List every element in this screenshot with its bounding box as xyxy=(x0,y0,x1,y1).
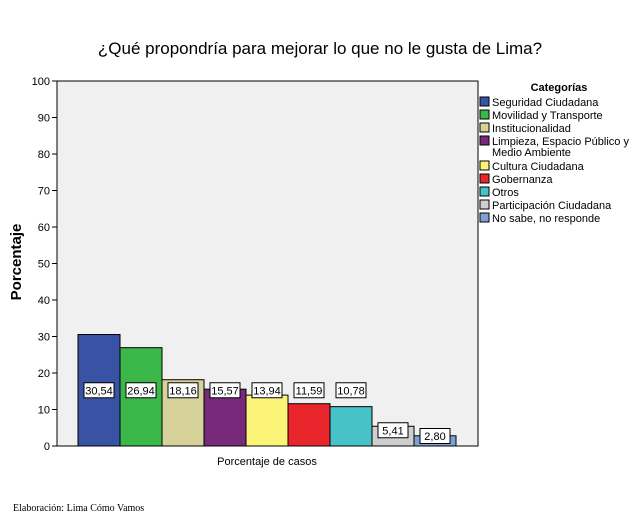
legend-swatch xyxy=(479,212,490,223)
legend-swatch xyxy=(479,122,490,133)
data-label-text: 11,59 xyxy=(296,385,323,397)
legend-swatch xyxy=(479,109,490,120)
legend-item: Cultura Ciudadana xyxy=(479,160,585,173)
y-tick-label: 100 xyxy=(32,76,50,88)
data-label-text: 10,78 xyxy=(337,385,365,397)
legend-item: Seguridad Ciudadana xyxy=(479,96,599,109)
chart-title: ¿Qué propondría para mejorar lo que no l… xyxy=(98,39,542,58)
legend-swatch xyxy=(479,173,490,184)
legend-swatch xyxy=(479,199,490,210)
data-label-text: 26,94 xyxy=(127,385,155,397)
legend-label: Participación Ciudadana xyxy=(492,200,612,212)
y-tick-label: 50 xyxy=(38,259,50,271)
plot-area: 0 10 20 30 40 50 60 70 80 90 100 30,54 26,94 18,16 15,… xyxy=(32,76,479,453)
data-label: 10,78 xyxy=(335,382,367,399)
data-label-text: 18,16 xyxy=(169,385,197,397)
data-label-text: 5,41 xyxy=(382,425,403,437)
legend-swatch xyxy=(479,160,490,171)
legend-label: Gobernanza xyxy=(492,174,553,186)
legend: Categorías Seguridad CiudadanaMovilidad … xyxy=(479,82,629,225)
legend-swatch xyxy=(479,186,490,197)
data-label-text: 13,94 xyxy=(253,385,281,397)
data-label: 5,41 xyxy=(377,422,409,439)
legend-swatch xyxy=(479,135,490,146)
y-tick-label: 70 xyxy=(38,186,50,198)
legend-label: Limpieza, Espacio Público y xyxy=(492,136,629,148)
data-label-box xyxy=(167,382,199,399)
x-axis-label: Porcentaje de casos xyxy=(217,456,317,468)
y-tick-label: 90 xyxy=(38,113,50,125)
data-label: 26,94 xyxy=(125,382,157,399)
data-label: 30,54 xyxy=(83,382,115,399)
legend-title: Categorías xyxy=(531,82,588,94)
data-label: 2,80 xyxy=(419,428,451,444)
data-label-box xyxy=(209,382,241,399)
data-label-box xyxy=(125,382,157,399)
bar xyxy=(329,406,373,447)
bar xyxy=(287,403,331,447)
legend-item: No sabe, no responde xyxy=(479,212,600,225)
legend-item: Institucionalidad xyxy=(479,122,571,135)
legend-label: Institucionalidad xyxy=(492,123,571,135)
legend-label: Otros xyxy=(492,187,519,199)
data-label: 15,57 xyxy=(209,382,241,399)
legend-label: No sabe, no responde xyxy=(492,213,600,225)
legend-label: Medio Ambiente xyxy=(492,147,571,159)
data-label: 11,59 xyxy=(293,382,325,399)
y-tick-label: 10 xyxy=(38,405,50,417)
data-label: 18,16 xyxy=(167,382,199,399)
data-label: 13,94 xyxy=(251,382,283,399)
data-label-box xyxy=(251,382,283,399)
data-label-box xyxy=(293,382,325,399)
y-tick-label: 40 xyxy=(38,295,50,307)
y-tick-label: 0 xyxy=(44,441,50,453)
legend-item: Participación Ciudadana xyxy=(479,199,612,212)
legend-label: Seguridad Ciudadana xyxy=(492,97,599,109)
data-label-box xyxy=(83,382,115,399)
y-tick-label: 60 xyxy=(38,222,50,234)
legend-item: Movilidad y Transporte xyxy=(479,109,603,122)
bar xyxy=(203,388,247,447)
legend-item: Otros xyxy=(479,186,519,199)
data-label-text: 30,54 xyxy=(85,385,113,397)
bar xyxy=(245,394,289,447)
source-note: Elaboración: Lima Cómo Vamos xyxy=(13,503,145,514)
data-label-text: 2,80 xyxy=(424,431,445,443)
y-tick-label: 30 xyxy=(38,332,50,344)
data-label-box xyxy=(419,428,451,444)
legend-label: Movilidad y Transporte xyxy=(492,110,603,122)
legend-swatch xyxy=(479,96,490,107)
legend-item: Gobernanza xyxy=(479,173,553,186)
data-label-text: 15,57 xyxy=(211,385,239,397)
y-axis-label: Porcentaje xyxy=(8,224,25,301)
y-tick-label: 20 xyxy=(38,368,50,380)
legend-label: Cultura Ciudadana xyxy=(492,161,585,173)
y-tick-label: 80 xyxy=(38,149,50,161)
data-label-box xyxy=(335,382,367,399)
data-label-box xyxy=(377,422,409,439)
